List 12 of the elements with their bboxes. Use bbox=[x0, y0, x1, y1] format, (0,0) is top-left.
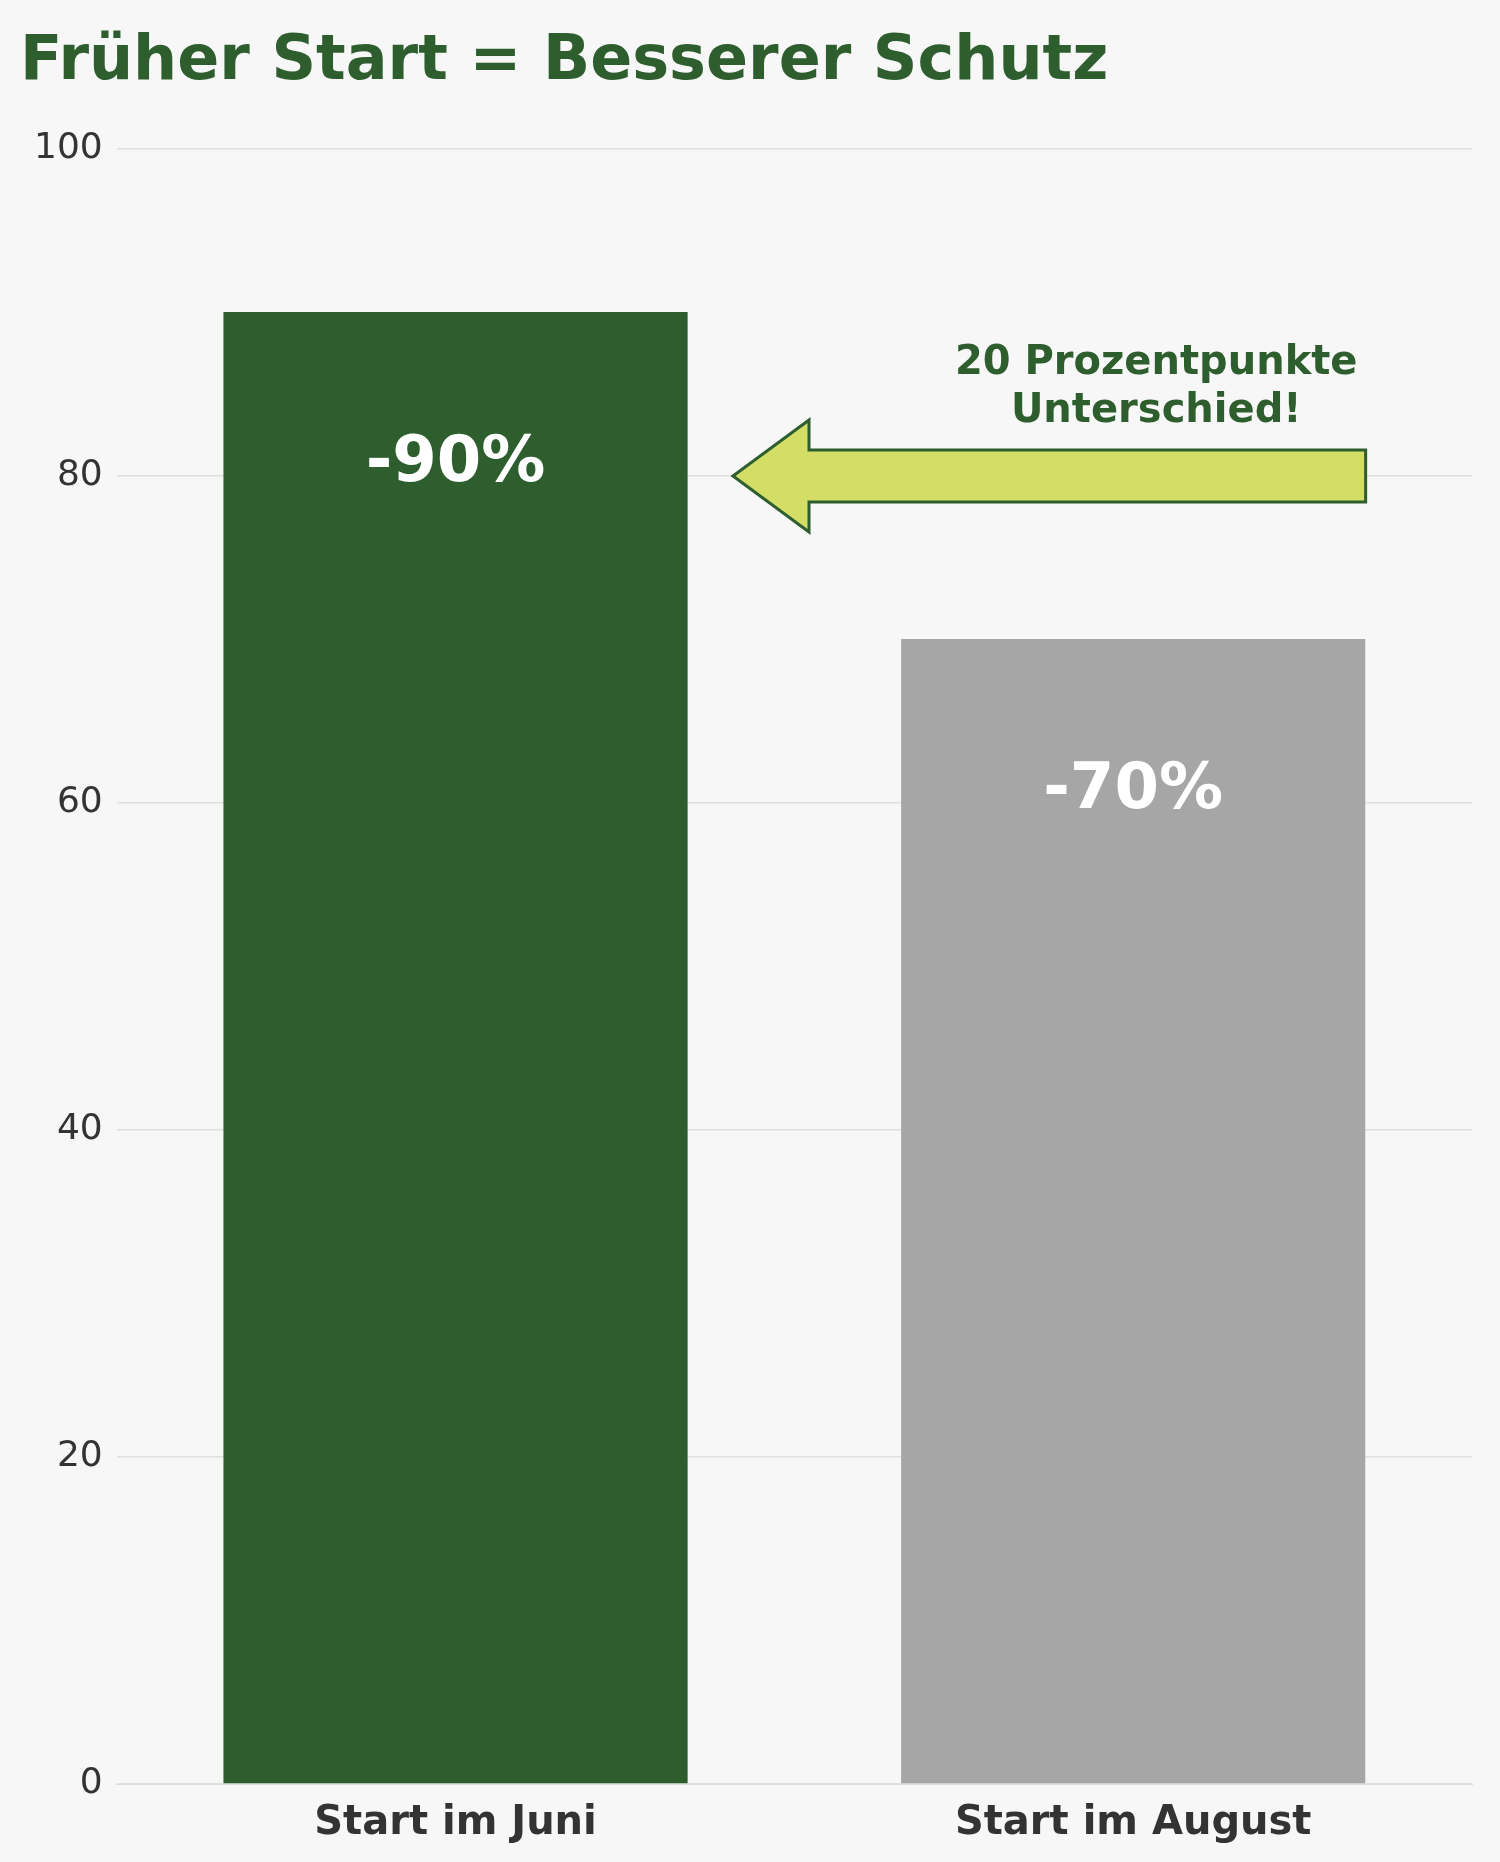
y-tick-label: 40 bbox=[56, 1106, 103, 1148]
x-tick-label: Start im August bbox=[954, 1797, 1312, 1844]
annotation: 20 Prozentpunkte Unterschied! bbox=[954, 336, 1358, 431]
y-tick-label: 80 bbox=[56, 451, 103, 493]
y-tick-label: 20 bbox=[56, 1433, 103, 1475]
x-tick-label: Start im Juni bbox=[314, 1797, 597, 1844]
annotation: -90% bbox=[365, 421, 546, 496]
chart-title: Früher Start = Besserer Schutz bbox=[20, 21, 1109, 95]
annotation: -70% bbox=[1043, 748, 1224, 823]
y-tick-label: 0 bbox=[79, 1760, 103, 1802]
y-tick-label: 100 bbox=[33, 124, 103, 166]
y-tick-label: 60 bbox=[56, 779, 103, 820]
